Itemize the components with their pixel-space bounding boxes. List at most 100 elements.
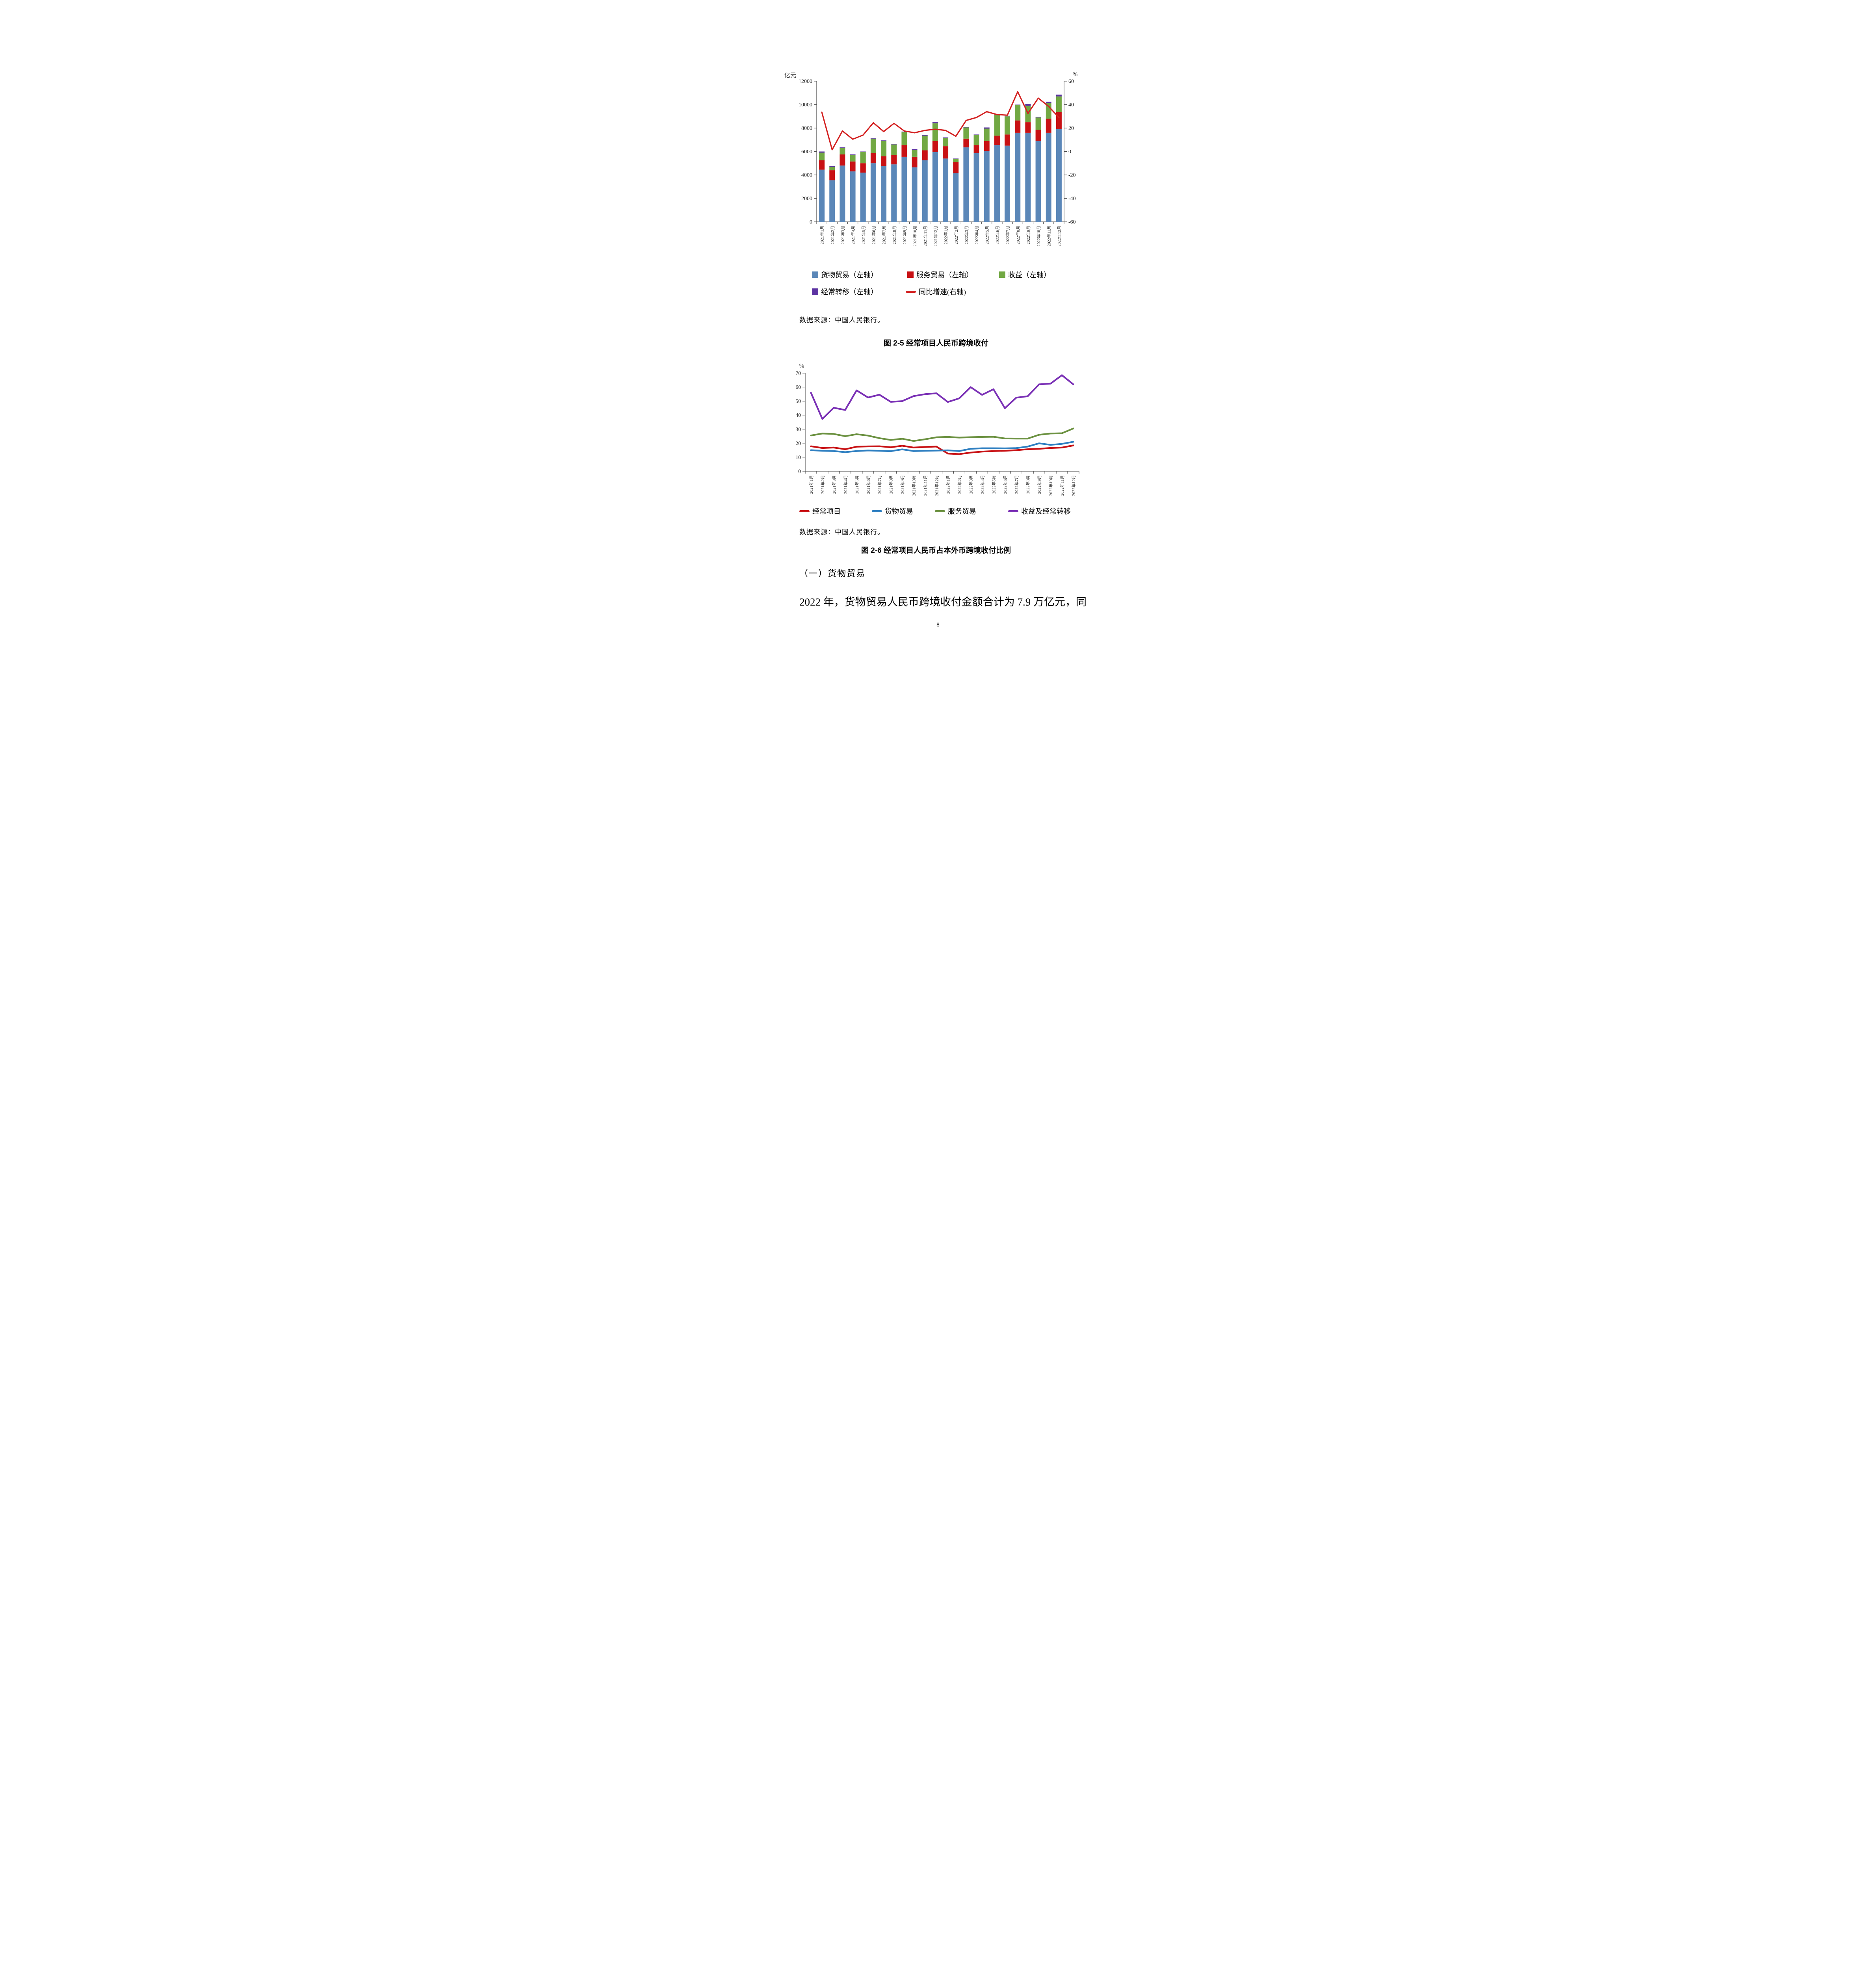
chart-2-6-axes: 0 10 20 30 40 50 60 70 [796,370,1079,474]
svg-text:2021年11月: 2021年11月 [923,475,928,496]
svg-text:12000: 12000 [799,79,812,85]
svg-text:2021年4月: 2021年4月 [851,226,856,244]
svg-text:2021年4月: 2021年4月 [843,475,848,494]
svg-text:2022年12月: 2022年12月 [1071,475,1076,496]
figure-2-6-caption: 图 2-6 经常项目人民币占本外币跨境收付比例 [778,545,1094,555]
growth-rate-line [821,91,1060,151]
svg-text:8000: 8000 [801,126,812,132]
document-page: 0 2000 4000 6000 8000 10000 12000 -60 -40 -20 0 20 4… [704,0,1172,663]
legend-item-stack-1: 服务贸易（左轴） [907,269,973,280]
svg-text:2022年5月: 2022年5月 [991,475,996,494]
svg-text:-20: -20 [1068,173,1076,178]
svg-text:60: 60 [1068,79,1074,85]
x-axis-labels: 2021年1月 2021年2月 2021年3月 2021年4月 2021年5月 2021年… [809,475,1076,496]
svg-text:2022年2月: 2022年2月 [957,475,962,494]
svg-text:2022年8月: 2022年8月 [1025,475,1031,494]
svg-text:2022年9月: 2022年9月 [1037,475,1042,494]
legend-square-swatch [907,271,914,278]
svg-text:2022年6月: 2022年6月 [995,226,1000,244]
svg-text:2021年2月: 2021年2月 [830,226,835,244]
svg-text:20: 20 [1068,126,1074,132]
svg-text:2022年11月: 2022年11月 [1046,226,1051,246]
svg-text:2021年9月: 2021年9月 [900,475,905,494]
svg-text:2022年4月: 2022年4月 [974,226,979,244]
svg-text:2022年1月: 2022年1月 [944,226,949,244]
legend-label: 服务贸易（左轴） [916,271,973,279]
series-line [810,374,1074,420]
y-axis-unit-label: % [799,363,804,369]
svg-text:30: 30 [796,426,801,432]
legend-item-stack-0: 货物贸易（左轴） [812,269,878,280]
svg-text:2021年3月: 2021年3月 [840,226,845,244]
svg-text:2021年6月: 2021年6月 [866,475,871,494]
legend-line-swatch [799,510,810,512]
svg-text:2021年5月: 2021年5月 [854,475,860,494]
svg-text:2021年11月: 2021年11月 [923,226,928,246]
svg-text:2022年5月: 2022年5月 [984,226,990,244]
svg-text:2000: 2000 [801,196,812,202]
svg-text:4000: 4000 [801,173,812,178]
svg-text:6000: 6000 [801,149,812,155]
svg-text:0: 0 [810,219,812,225]
section-heading-text: （一）货物贸易 [799,569,866,578]
legend-item-stack-2: 收益（左轴） [999,269,1051,280]
svg-text:2021年1月: 2021年1月 [820,226,825,244]
caption-text: 图 2-6 经常项目人民币占本外币跨境收付比例 [861,546,1011,555]
legend-item-c2-0: 经常项目 [799,506,841,516]
svg-text:2021年7月: 2021年7月 [882,226,887,244]
legend-label: 经常转移（左轴） [821,288,878,296]
svg-text:2022年12月: 2022年12月 [1057,226,1062,247]
svg-text:2021年12月: 2021年12月 [933,226,938,247]
svg-text:2022年9月: 2022年9月 [1026,226,1031,244]
svg-text:2021年12月: 2021年12月 [934,475,940,496]
svg-text:2021年1月: 2021年1月 [809,475,814,494]
stacked-bars [819,95,1062,222]
svg-text:70: 70 [796,370,801,376]
svg-text:2022年10月: 2022年10月 [1036,226,1041,247]
svg-text:0: 0 [1068,149,1071,155]
svg-text:2021年3月: 2021年3月 [832,475,837,494]
svg-text:2021年8月: 2021年8月 [889,475,894,494]
svg-text:2022年10月: 2022年10月 [1048,475,1053,496]
svg-text:2022年8月: 2022年8月 [1016,226,1021,244]
svg-text:2022年1月: 2022年1月 [945,475,951,494]
svg-text:60: 60 [796,384,801,390]
legend-item-c2-2: 服务贸易 [935,506,976,516]
legend-square-swatch [812,288,818,295]
source-text: 数据来源：中国人民银行。 [799,316,884,324]
svg-text:-40: -40 [1068,196,1076,202]
body-paragraph-text: 2022 年，货物贸易人民币跨境收付金额合计为 7.9 万亿元，同 [799,596,1087,608]
svg-text:-60: -60 [1068,219,1076,225]
right-axis-unit-label: % [1073,71,1078,78]
source-text: 数据来源：中国人民银行。 [799,528,884,536]
body-paragraph: 2022 年，货物贸易人民币跨境收付金额合计为 7.9 万亿元，同 [799,593,1093,609]
svg-text:2021年9月: 2021年9月 [902,226,907,244]
figure-2-5-caption: 图 2-5 经常项目人民币跨境收付 [778,337,1094,348]
chart-2-5-figure: 0 2000 4000 6000 8000 10000 12000 -60 -40 -20 0 20 4… [784,71,1078,247]
svg-text:2022年3月: 2022年3月 [964,226,969,244]
svg-text:2022年6月: 2022年6月 [1003,475,1008,494]
page-number-text: 8 [936,622,940,628]
legend-square-swatch [812,271,818,278]
legend-label: 货物贸易（左轴） [821,271,878,279]
series-line [810,427,1074,442]
legend-item-c2-1: 货物贸易 [872,506,913,516]
svg-text:2021年7月: 2021年7月 [877,475,882,494]
chart-2-5-axes: 0 2000 4000 6000 8000 10000 12000 -60 -40 -20 0 20 4… [799,79,1076,225]
svg-text:2022年4月: 2022年4月 [980,475,985,494]
page-number: 8 [704,622,1172,628]
svg-text:2021年5月: 2021年5月 [861,226,866,244]
svg-text:0: 0 [798,468,801,474]
legend-label: 货物贸易 [885,507,913,515]
legend-item-stack-3: 经常转移（左轴） [812,286,878,297]
legend-line-swatch [906,290,916,293]
section-heading: （一）货物贸易 [799,567,866,579]
x-axis-labels: 2021年1月 2021年2月 2021年3月 2021年4月 2021年5月 2021年… [820,226,1062,247]
svg-text:2022年11月: 2022年11月 [1060,475,1065,496]
legend-square-swatch [999,271,1005,278]
source-note-chart-2-6: 数据来源：中国人民银行。 [799,526,884,536]
svg-text:2021年10月: 2021年10月 [912,475,917,496]
legend-label: 收益（左轴） [1008,271,1051,279]
svg-text:2021年6月: 2021年6月 [871,226,876,244]
